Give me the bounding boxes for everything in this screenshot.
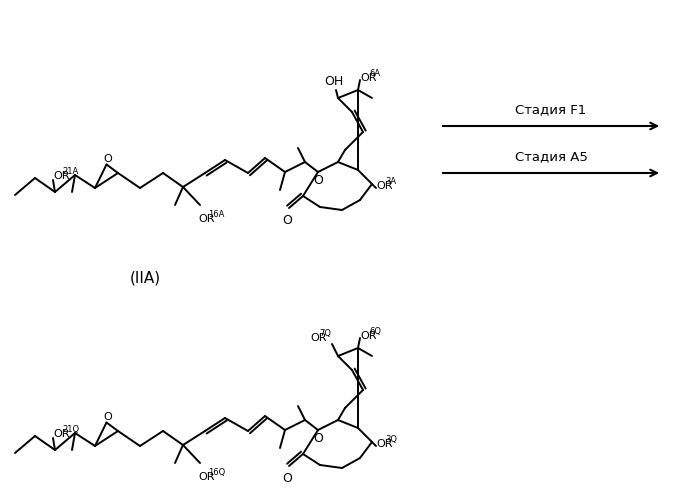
Text: OR: OR [198, 472, 215, 482]
Text: OR: OR [53, 429, 69, 439]
Text: OR: OR [198, 214, 215, 224]
Text: O: O [282, 214, 292, 227]
Text: (IIA): (IIA) [130, 270, 160, 285]
Text: 16Q: 16Q [208, 468, 225, 477]
Text: O: O [103, 412, 112, 422]
Text: O: O [103, 154, 112, 164]
Text: O: O [313, 432, 323, 445]
Text: OR: OR [360, 331, 376, 341]
Text: OR: OR [53, 171, 69, 181]
Text: 6Q: 6Q [369, 327, 382, 336]
Text: 7Q: 7Q [320, 329, 331, 338]
Text: Стадия А5: Стадия А5 [515, 150, 587, 163]
Text: OR: OR [360, 73, 376, 83]
Text: 3A: 3A [386, 177, 397, 186]
Text: 21Q: 21Q [62, 425, 79, 434]
Text: 16A: 16A [208, 210, 224, 219]
Text: 3Q: 3Q [386, 435, 398, 444]
Text: 21A: 21A [62, 167, 79, 176]
Text: OR: OR [376, 181, 392, 191]
Text: OR: OR [376, 439, 392, 449]
Text: Стадия F1: Стадия F1 [515, 103, 587, 116]
Text: 6A: 6A [369, 69, 381, 78]
Text: O: O [282, 472, 292, 485]
Text: O: O [313, 174, 323, 187]
Text: OR: OR [310, 333, 327, 343]
Text: OH: OH [325, 75, 344, 88]
